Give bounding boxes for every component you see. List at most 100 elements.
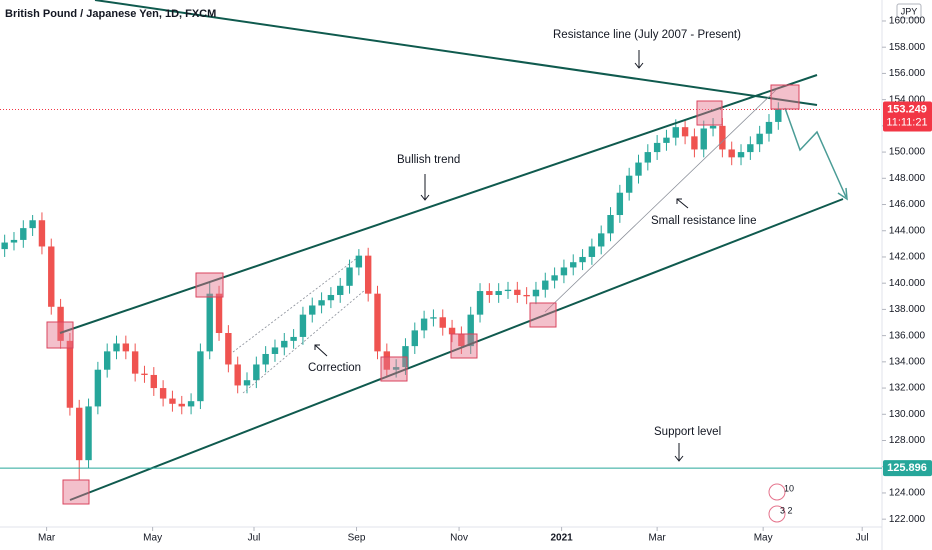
candle-body: [383, 351, 391, 370]
candle-body: [476, 291, 484, 315]
zone-box: [380, 356, 408, 382]
candle-body: [607, 215, 614, 234]
candle-body: [663, 137, 670, 143]
candle-body: [709, 125, 717, 129]
channel-lower: [69, 198, 844, 501]
x-tick-label: Mar: [649, 533, 667, 544]
x-tick-label: Mar: [38, 533, 56, 544]
zone-box: [46, 321, 74, 349]
candle-body: [495, 291, 502, 295]
candle-body: [197, 351, 204, 402]
candle-body: [775, 109, 782, 122]
candle-body: [225, 333, 232, 365]
candle-body: [66, 340, 74, 408]
y-tick-label: 124.000: [889, 488, 926, 499]
y-tick-label: 156.000: [889, 68, 926, 79]
y-tick-label: 144.000: [889, 225, 926, 236]
arrow: [420, 174, 430, 201]
candle-body: [29, 220, 36, 229]
candle-body: [318, 300, 325, 306]
x-tick-label: May: [143, 533, 162, 544]
candle-body: [76, 407, 83, 461]
x-tick-label: Jul: [248, 533, 261, 544]
arrow: [674, 443, 684, 462]
candle-body: [672, 127, 679, 138]
candle-body: [439, 317, 446, 328]
annotation: Bullish trend: [397, 154, 460, 166]
candle-body: [420, 318, 428, 331]
arrow: [634, 50, 644, 69]
annotation: Correction: [308, 362, 361, 374]
candle-body: [625, 175, 633, 193]
candle-body: [234, 364, 241, 386]
candle-body: [113, 343, 120, 352]
candle-body: [271, 347, 279, 354]
candle-body: [737, 152, 745, 158]
zone-box: [696, 100, 723, 126]
candle-body: [691, 136, 698, 150]
y-tick-label: 132.000: [889, 383, 926, 394]
support-label: 125.896: [887, 462, 927, 474]
candle-body: [411, 330, 418, 347]
candle-body: [309, 305, 316, 315]
y-tick-label: 130.000: [889, 409, 926, 420]
candle-body: [532, 289, 540, 297]
candle-body: [374, 293, 381, 352]
correction-channel: [242, 289, 366, 394]
candle-body: [504, 289, 512, 292]
candle-body: [448, 327, 456, 335]
candle-body: [103, 351, 111, 370]
candle-body: [728, 149, 735, 158]
zone-box: [450, 333, 478, 359]
currency: JPY: [901, 6, 918, 16]
candle-body: [551, 275, 558, 281]
candle-body: [355, 255, 363, 268]
last-price-label: 153.249: [887, 103, 927, 115]
candle-body: [616, 192, 624, 216]
candle-body: [570, 262, 577, 268]
candle-body: [747, 144, 754, 153]
candle-body: [48, 246, 55, 307]
small-resistance-line: [544, 89, 777, 313]
candle-body: [243, 380, 251, 386]
last-price-tag: [883, 101, 932, 132]
candle-body: [206, 293, 213, 352]
candle-body: [430, 317, 437, 319]
x-tick-label: Sep: [348, 533, 366, 544]
candle-body: [85, 406, 92, 461]
candle-body: [392, 367, 400, 370]
candle-body: [38, 220, 46, 247]
candle-body: [337, 285, 344, 295]
zone-box: [529, 302, 557, 328]
resistance-line: [94, 0, 818, 106]
zone-box: [195, 272, 224, 298]
y-tick-label: 148.000: [889, 173, 926, 184]
x-tick-label: Jul: [856, 533, 869, 544]
candle-body: [94, 369, 102, 407]
candle-body: [560, 267, 568, 276]
arrow: [676, 198, 689, 209]
price-axis: [882, 0, 932, 550]
y-tick-label: 122.000: [889, 514, 926, 525]
candle-body: [150, 374, 157, 389]
y-tick-label: 140.000: [889, 278, 926, 289]
y-tick-label: 158.000: [889, 42, 926, 53]
annotation: Resistance line (July 2007 - Present): [553, 29, 741, 41]
candle-body: [542, 280, 549, 290]
arrow: [314, 344, 328, 357]
candle-body: [281, 340, 288, 348]
x-tick-label: Nov: [450, 533, 468, 544]
candle-body: [364, 255, 372, 294]
candle-body: [215, 293, 223, 334]
y-tick-label: 150.000: [889, 147, 926, 158]
candle-body: [598, 233, 605, 247]
candle-body: [681, 127, 689, 137]
candle-body: [458, 334, 465, 347]
channel-upper: [59, 74, 818, 334]
candle-body: [262, 353, 269, 365]
candle-body: [159, 388, 167, 399]
candle-body: [644, 152, 652, 163]
event-icon[interactable]: [768, 505, 786, 523]
event-icon[interactable]: [768, 483, 786, 501]
